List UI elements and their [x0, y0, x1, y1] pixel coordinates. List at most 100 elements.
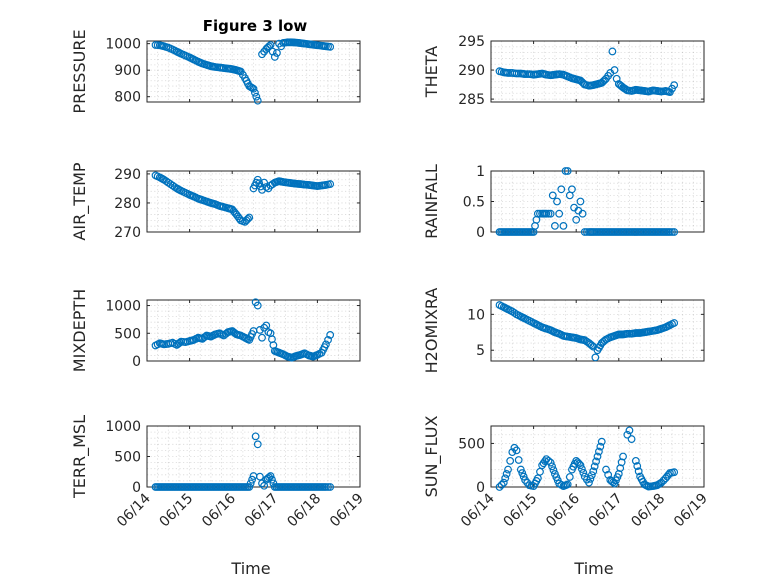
data-point: [248, 475, 256, 484]
data-point: [252, 92, 261, 101]
data-point: [555, 209, 564, 218]
x-tick-label: 06/17: [242, 491, 282, 531]
data-point: [578, 209, 587, 218]
data-point: [587, 341, 596, 350]
data-point: [593, 452, 602, 461]
y-axis-label: RAINFALL: [422, 164, 441, 239]
x-tick-label: 06/16: [199, 490, 239, 530]
data-point: [541, 457, 549, 466]
data-point: [586, 474, 595, 483]
data-point: [563, 480, 572, 489]
data-point: [270, 53, 279, 61]
data-point: [497, 480, 506, 489]
data-point: [260, 323, 269, 332]
subplot-rainfall: 0 0.5 1 RAINFALL: [422, 164, 705, 241]
data-point: [518, 469, 527, 477]
x-tick-label: 06/18: [628, 491, 668, 531]
data-point: [546, 209, 555, 218]
y-tick-label: 290: [114, 167, 141, 183]
y-tick-label: 800: [114, 90, 141, 106]
data-point: [266, 472, 275, 480]
data-point: [670, 319, 679, 327]
data-point: [266, 41, 275, 49]
y-axis-label: PRESSURE: [70, 29, 89, 113]
data-point: [542, 209, 551, 218]
y-tick-label: 0: [476, 480, 485, 496]
data-point: [324, 336, 332, 344]
data-point: [553, 197, 561, 206]
data-point: [253, 440, 262, 449]
data-point: [501, 474, 510, 483]
data-point: [499, 478, 508, 487]
y-tick-label: 500: [114, 326, 141, 342]
data-point: [589, 467, 598, 476]
subplot-sun-flux: 0 500 06/14 06/15 06/16 06/17 06/18 06/19 SUN_FL…: [422, 416, 711, 531]
data-point: [546, 458, 555, 467]
data-point: [557, 185, 566, 194]
subplot-air-temp: 270 280 290 AIR_TEMP: [70, 162, 361, 241]
data-point: [514, 456, 523, 464]
data-point: [260, 178, 269, 187]
data-point: [619, 452, 627, 461]
data-point: [670, 468, 679, 477]
data-point: [245, 483, 254, 491]
x-tick-label: 06/15: [501, 491, 541, 531]
subplot-terr-msl: 0 500 1000 06/14 06/15 06/16 06/17 06/18 06/19 TE…: [70, 415, 367, 530]
x-tick-label: 06/19: [671, 491, 711, 531]
y-tick-label: 1000: [105, 299, 141, 315]
y-tick-label: 1: [476, 164, 485, 180]
data-point: [502, 470, 511, 478]
x-tick-label: 06/19: [327, 491, 367, 531]
axes-box: [490, 299, 705, 362]
data-point: [633, 462, 642, 470]
y-tick-label: 0: [132, 354, 141, 370]
y-axis-label: TERR_MSL: [70, 415, 90, 499]
data-point: [548, 462, 556, 471]
data-point: [262, 321, 271, 330]
y-axis-label: SUN_FLUX: [422, 416, 442, 498]
data-point: [597, 437, 606, 446]
data-point: [563, 167, 572, 175]
x-tick-label: 06/17: [586, 491, 626, 531]
data-point: [255, 326, 264, 334]
x-tick-label: 06/14: [458, 490, 498, 530]
subplot-pressure: 800 900 1000 PRESSURE: [70, 29, 361, 114]
y-tick-label: 280: [114, 196, 141, 212]
data-point: [326, 42, 335, 51]
data-point: [322, 340, 330, 349]
data-point: [251, 88, 259, 97]
data-point: [568, 185, 576, 194]
data-point: [544, 456, 553, 465]
subplot-theta: 285 290 295 THETA: [422, 34, 705, 108]
y-axis-label: MIXDEPTH: [70, 289, 89, 372]
data-point: [559, 221, 568, 230]
y-axis-label: THETA: [422, 46, 441, 98]
y-tick-label: 0: [476, 225, 485, 241]
data-point: [506, 456, 515, 465]
y-tick-label: 900: [114, 63, 141, 79]
data-point: [544, 209, 553, 218]
y-tick-label: 290: [458, 63, 485, 79]
y-tick-label: 1000: [105, 419, 141, 435]
axes-box: [146, 170, 361, 233]
data-point: [326, 180, 335, 188]
y-tick-label: 500: [114, 450, 141, 466]
data-point: [561, 167, 570, 175]
y-axis-label: H2OMIXRA: [422, 288, 441, 374]
data-point: [510, 309, 519, 317]
data-point: [322, 483, 330, 491]
data-point: [253, 96, 262, 105]
data-point: [577, 465, 586, 473]
data-point: [495, 483, 504, 491]
data-point: [251, 432, 260, 441]
data-point: [262, 183, 271, 191]
data-point: [258, 333, 266, 342]
data-point: [657, 478, 666, 487]
data-point: [243, 215, 252, 223]
data-point: [587, 471, 596, 479]
x-tick-label: 06/14: [114, 490, 154, 530]
data-point: [631, 456, 640, 465]
data-point: [273, 49, 281, 57]
